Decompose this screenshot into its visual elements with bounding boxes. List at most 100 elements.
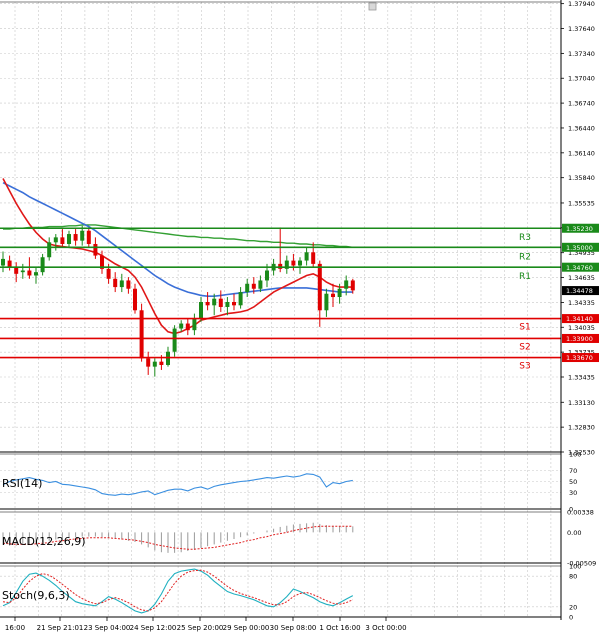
level-name-r1: R1 [519, 272, 531, 282]
candle-body [34, 272, 38, 276]
level-price-tag: 1.34760 [566, 264, 593, 272]
price-tick-label: 1.35840 [568, 174, 595, 182]
candle [73, 229, 78, 246]
candle-body [119, 280, 124, 288]
candle-body [179, 323, 184, 329]
level-name-s3: S3 [519, 362, 530, 372]
level-name-s2: S2 [519, 342, 530, 352]
candle [133, 283, 137, 314]
candle-body [106, 268, 111, 279]
candle-body [212, 298, 217, 306]
candle-body [251, 283, 256, 289]
level-price-tag-bg [562, 314, 599, 324]
candle [238, 287, 243, 309]
x-tick-label: 25 Sep 20:00 [177, 624, 224, 632]
level-price-tag-bg [562, 242, 599, 252]
candle-body [166, 351, 170, 365]
price-tick-label: 1.37040 [568, 75, 595, 83]
x-tick-label: 21 Sep 21:01 [37, 624, 84, 632]
candle [47, 237, 52, 261]
candle [40, 253, 45, 276]
ma-fast-line [2, 178, 353, 335]
candle [1, 251, 5, 273]
candle [14, 262, 19, 283]
level-price-tag: 1.33900 [566, 335, 593, 343]
candle-body [93, 243, 98, 256]
candle [331, 283, 335, 307]
candle [80, 225, 85, 246]
price-tick-label: 1.34635 [568, 274, 595, 282]
price-tick-label: 1.36140 [568, 149, 595, 157]
candle-body [185, 323, 190, 331]
x-tick-label: 30 Sep 08:00 [270, 624, 317, 632]
candle [34, 268, 38, 284]
candle-body [47, 242, 52, 258]
candle [185, 318, 190, 336]
candle [245, 278, 250, 298]
candle-body [284, 260, 289, 269]
rsi-tick-label: 0 [569, 506, 573, 514]
ma-mid-line [2, 181, 353, 298]
price-tick-label: 1.33435 [568, 374, 595, 382]
candle-body [324, 293, 329, 311]
rsi-title: RSI(14) [2, 477, 42, 490]
candle-body [20, 270, 25, 273]
level-price-tag: 1.33670 [566, 354, 593, 362]
candle [258, 275, 263, 293]
price-tick-label: 1.34335 [568, 299, 595, 307]
candle [179, 320, 184, 332]
candle [212, 293, 217, 316]
price-tick-label: 1.33735 [568, 349, 595, 357]
level-name-r3: R3 [519, 233, 531, 243]
price-tick-label: 1.36740 [568, 100, 595, 108]
candle [232, 293, 236, 311]
candle [304, 247, 309, 266]
macd-panel: MACD(12,26,9) [2, 522, 354, 553]
candle [199, 297, 203, 322]
candle [166, 346, 170, 367]
candle [152, 358, 157, 377]
candle [251, 277, 256, 294]
level-price-tag: 1.35000 [566, 244, 593, 252]
level-name-r2: R2 [519, 252, 531, 262]
corner-button[interactable] [368, 2, 377, 11]
x-tick-label: 29 Sep 00:00 [223, 624, 270, 632]
x-tick-label: 24 Sep 12:00 [130, 624, 177, 632]
level-price-tag-bg [562, 353, 599, 363]
candle-body [53, 237, 58, 243]
candle [93, 237, 98, 259]
x-tick-label: 3 Oct 00:00 [365, 624, 406, 632]
macd-tick-label: 0.00338 [567, 509, 594, 517]
candle-body [73, 234, 78, 241]
candle [311, 242, 316, 268]
ma-slow-line [3, 224, 353, 248]
level-name-s1: S1 [519, 323, 530, 333]
candle-body [278, 263, 283, 269]
candle-body [245, 283, 250, 293]
candle [172, 325, 177, 357]
level-price-tag: 1.34140 [566, 315, 593, 323]
candle-body [146, 358, 151, 367]
candle [146, 351, 151, 375]
candle-body [113, 278, 118, 288]
level-price-tag-bg [562, 333, 599, 343]
candle [317, 260, 322, 327]
candle-body [133, 288, 137, 311]
candle-body [60, 237, 65, 244]
candle-body [317, 263, 322, 311]
candle [7, 255, 12, 271]
candle-body [265, 270, 269, 281]
price-tick-label: 1.34035 [568, 324, 595, 332]
rsi-tick-label: 100 [569, 451, 581, 459]
macd-tick-label: -0.00509 [567, 560, 596, 568]
candle [139, 303, 144, 362]
candle [324, 288, 329, 317]
candle-body [298, 260, 302, 266]
candle-body [126, 280, 131, 289]
price-panel: R3 R2 R1 S1 S2 S3 [0, 178, 561, 377]
candle-body [139, 310, 144, 359]
candle-body [159, 361, 164, 365]
candle-body [40, 257, 45, 273]
